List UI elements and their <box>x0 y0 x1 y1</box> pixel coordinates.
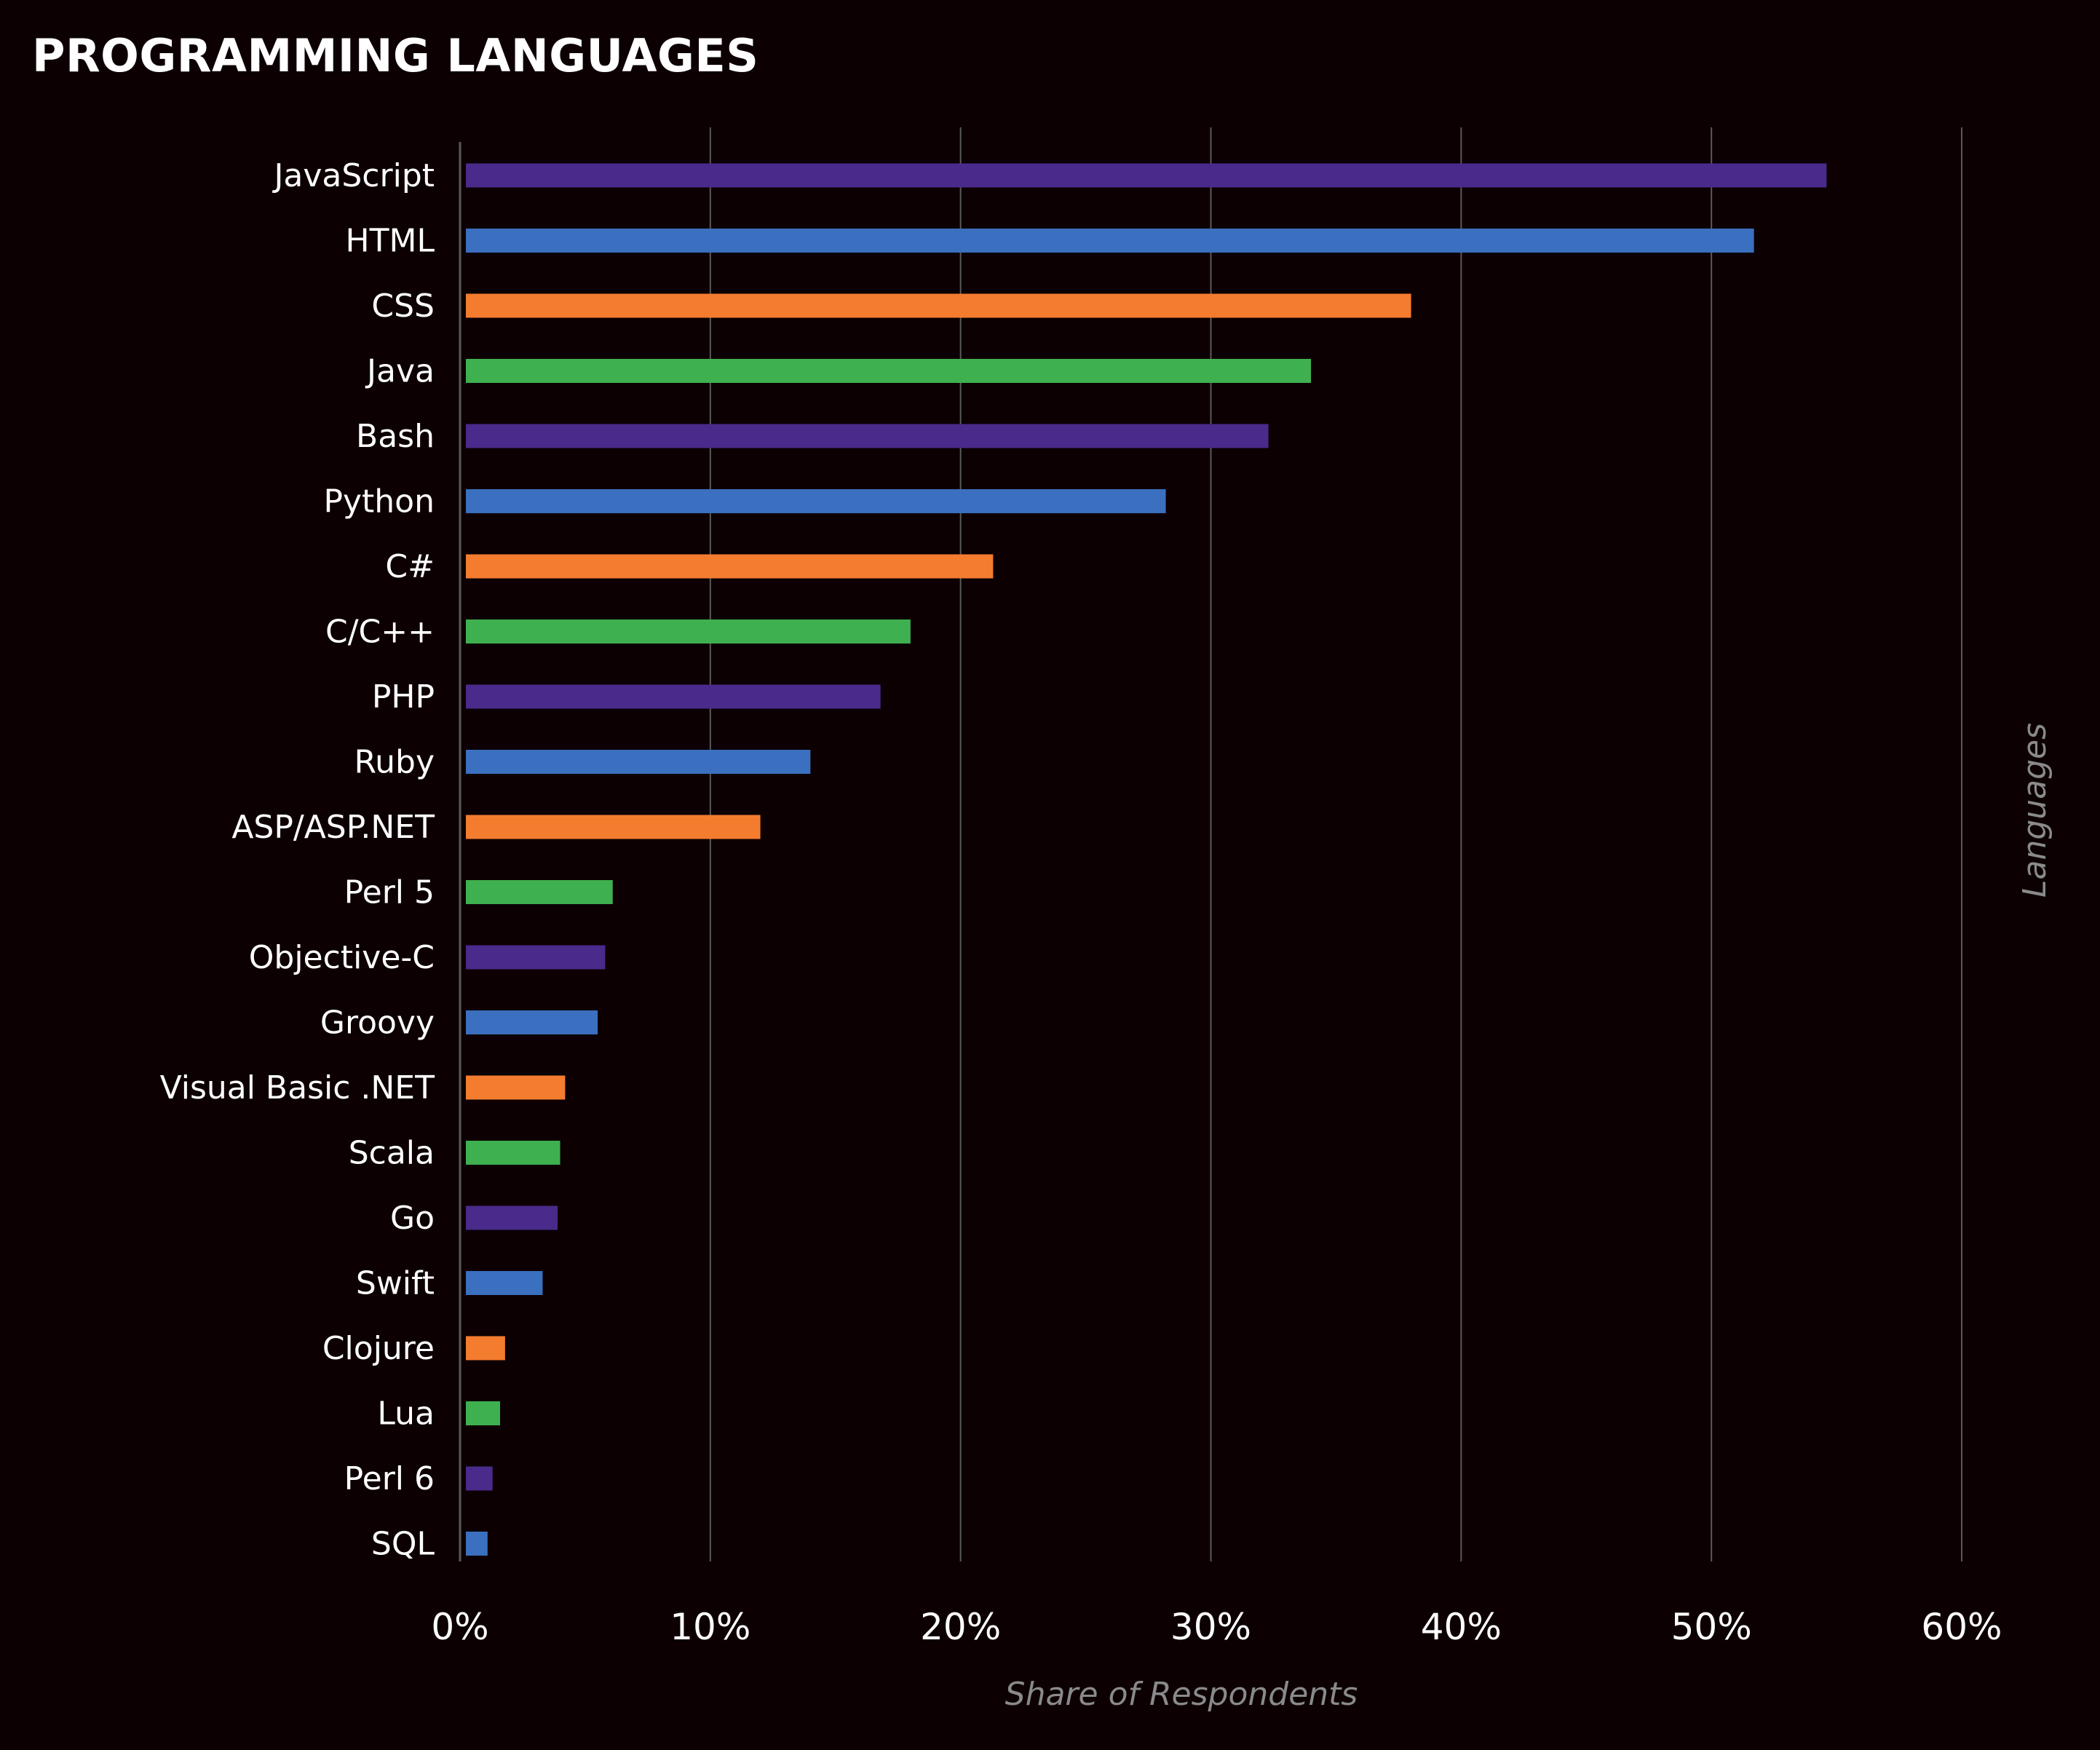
bar <box>466 554 994 579</box>
bar <box>466 1205 558 1230</box>
bar <box>466 1141 560 1165</box>
category-label: C# <box>385 548 435 585</box>
bars <box>466 163 1827 1556</box>
x-tick-label: 0% <box>431 1606 488 1648</box>
bar <box>466 1075 566 1100</box>
x-tick-label: 60% <box>1921 1606 2002 1648</box>
category-label: Scala <box>349 1135 435 1172</box>
bar <box>466 1466 493 1491</box>
category-label: Groovy <box>320 1005 435 1042</box>
category-label: JavaScript <box>272 157 435 194</box>
category-label: CSS <box>371 288 435 325</box>
bar <box>466 684 881 709</box>
category-label: Objective-C <box>249 939 435 976</box>
category-label: Python <box>323 483 435 520</box>
x-tick-label: 40% <box>1421 1606 1502 1648</box>
category-label: HTML <box>346 223 435 260</box>
category-label: Swift <box>356 1265 435 1302</box>
bar <box>466 750 811 774</box>
bar <box>466 815 761 839</box>
bar <box>466 1532 488 1556</box>
bar <box>466 945 606 970</box>
bar <box>466 424 1269 448</box>
bar <box>466 1336 505 1361</box>
x-tick-label: 50% <box>1671 1606 1752 1648</box>
category-label: Ruby <box>354 744 435 781</box>
bar <box>466 619 911 644</box>
bar <box>466 163 1827 188</box>
category-labels: JavaScript HTML CSS Java Bash Python C# C/C++ PH… <box>160 157 435 1563</box>
x-tick-labels: 0% 10% 20% 30% 40% 50% 60% <box>431 1606 2002 1648</box>
gridlines <box>459 127 1962 1561</box>
category-label: Visual Basic .NET <box>160 1069 435 1106</box>
category-label: Clojure <box>322 1330 435 1367</box>
bar <box>466 1401 501 1425</box>
x-tick-label: 20% <box>920 1606 1001 1648</box>
x-axis-title: Share of Respondents <box>1005 1676 1358 1713</box>
category-label: Bash <box>356 418 435 455</box>
y-axis-title: Languages <box>2016 723 2053 898</box>
chart-title: PROGRAMMING LANGUAGES <box>32 29 759 82</box>
bar <box>466 1010 598 1034</box>
bar <box>466 359 1312 383</box>
category-label: Perl 6 <box>344 1460 435 1497</box>
bar <box>466 489 1166 513</box>
category-label: ASP/ASP.NET <box>231 809 435 846</box>
bar <box>466 229 1754 253</box>
category-label: SQL <box>371 1526 435 1563</box>
category-label: C/C++ <box>325 614 435 651</box>
bar <box>466 293 1411 318</box>
bar <box>466 880 613 904</box>
x-tick-label: 30% <box>1170 1606 1251 1648</box>
category-label: Lua <box>377 1395 435 1433</box>
x-tick-label: 10% <box>670 1606 750 1648</box>
category-label: Go <box>390 1200 435 1237</box>
category-label: Perl 5 <box>344 874 435 911</box>
bar <box>466 1271 543 1295</box>
category-label: PHP <box>372 678 435 716</box>
category-label: Java <box>365 353 435 390</box>
